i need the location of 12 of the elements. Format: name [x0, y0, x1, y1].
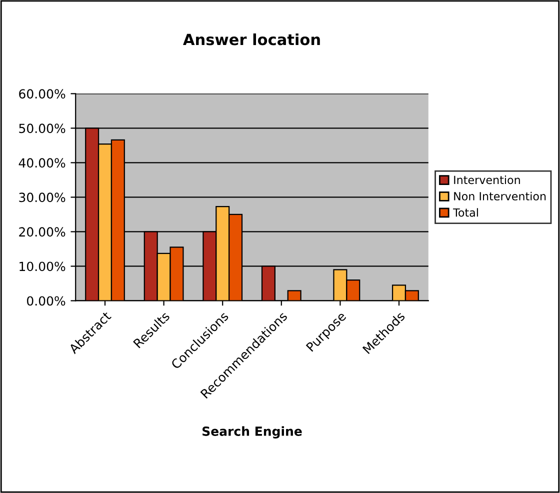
y-tick-label: 30.00%	[19, 192, 66, 202]
y-tick-label: 60.00%	[19, 89, 66, 99]
y-tick-label: 0.00%	[26, 296, 66, 306]
chart-title: Answer location	[183, 33, 320, 46]
legend-label: Intervention	[454, 176, 520, 184]
y-tick-label: 20.00%	[19, 227, 66, 237]
legend-label: Total	[453, 208, 478, 217]
y-tick-label: 50.00%	[19, 124, 66, 134]
legend-label: Non Intervention	[454, 192, 546, 200]
x-axis-title: Search Engine	[202, 426, 302, 438]
y-tick-label: 40.00%	[18, 158, 66, 168]
y-tick-label: 10.00%	[20, 262, 66, 272]
